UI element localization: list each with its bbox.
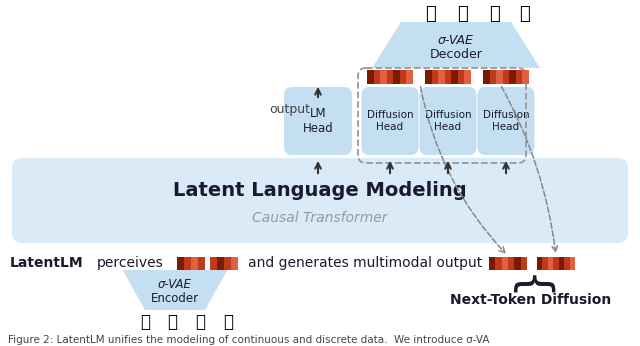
- Text: }: }: [509, 264, 552, 292]
- Text: Latent Language Modeling: Latent Language Modeling: [173, 181, 467, 200]
- Text: output: output: [269, 103, 310, 117]
- Bar: [559, 256, 564, 270]
- Text: Encoder: Encoder: [151, 292, 199, 306]
- Text: LatentLM: LatentLM: [10, 256, 84, 270]
- Text: Diffusion
Head: Diffusion Head: [367, 110, 413, 132]
- Bar: [495, 256, 502, 270]
- Bar: [210, 256, 217, 270]
- Bar: [198, 256, 205, 270]
- Text: Figure 2: LatentLM unifies the modeling of continuous and discrete data.  We int: Figure 2: LatentLM unifies the modeling …: [8, 335, 490, 345]
- Bar: [367, 70, 374, 84]
- Bar: [465, 70, 471, 84]
- Text: Diffusion
Head: Diffusion Head: [425, 110, 471, 132]
- Polygon shape: [372, 22, 540, 68]
- Bar: [217, 256, 224, 270]
- Bar: [387, 70, 394, 84]
- Bar: [458, 70, 465, 84]
- Text: perceives: perceives: [97, 256, 164, 270]
- Bar: [548, 256, 554, 270]
- Text: 🤖: 🤖: [518, 5, 529, 23]
- Bar: [394, 70, 400, 84]
- Bar: [231, 256, 238, 270]
- Bar: [490, 70, 496, 84]
- Bar: [374, 70, 380, 84]
- Text: Decoder: Decoder: [429, 48, 483, 62]
- Bar: [502, 70, 509, 84]
- FancyBboxPatch shape: [284, 87, 352, 155]
- Bar: [564, 256, 570, 270]
- Bar: [191, 256, 198, 270]
- FancyBboxPatch shape: [12, 158, 628, 243]
- Text: 🎬: 🎬: [488, 5, 499, 23]
- Bar: [543, 256, 548, 270]
- Bar: [224, 256, 231, 270]
- Text: LM
Head: LM Head: [303, 107, 333, 135]
- Polygon shape: [122, 270, 227, 310]
- Text: Diffusion
Head: Diffusion Head: [483, 110, 529, 132]
- Bar: [425, 70, 431, 84]
- Text: and generates multimodal output: and generates multimodal output: [248, 256, 483, 270]
- Text: 🔊: 🔊: [140, 313, 150, 331]
- Bar: [380, 70, 387, 84]
- Bar: [570, 256, 575, 270]
- Bar: [400, 70, 406, 84]
- Bar: [483, 70, 490, 84]
- FancyBboxPatch shape: [419, 87, 477, 155]
- Text: 🖼: 🖼: [167, 313, 177, 331]
- Bar: [515, 256, 521, 270]
- Bar: [184, 256, 191, 270]
- Bar: [406, 70, 413, 84]
- Bar: [177, 256, 184, 270]
- Bar: [438, 70, 445, 84]
- Text: 🤖: 🤖: [223, 313, 233, 331]
- FancyBboxPatch shape: [477, 87, 534, 155]
- Text: 🖼: 🖼: [456, 5, 467, 23]
- Bar: [509, 70, 516, 84]
- Text: 🎬: 🎬: [195, 313, 205, 331]
- Bar: [554, 256, 559, 270]
- Text: σ-VAE: σ-VAE: [438, 34, 474, 46]
- Bar: [496, 70, 502, 84]
- Bar: [489, 256, 495, 270]
- Text: 🔊: 🔊: [424, 5, 435, 23]
- Bar: [537, 256, 543, 270]
- Bar: [451, 70, 458, 84]
- Bar: [508, 256, 515, 270]
- Bar: [522, 70, 529, 84]
- Text: σ-VAE: σ-VAE: [158, 279, 192, 291]
- Bar: [516, 70, 522, 84]
- FancyBboxPatch shape: [362, 87, 419, 155]
- Text: Causal Transformer: Causal Transformer: [252, 211, 388, 225]
- Bar: [445, 70, 451, 84]
- Bar: [431, 70, 438, 84]
- Text: Next-Token Diffusion: Next-Token Diffusion: [451, 293, 612, 307]
- Bar: [502, 256, 508, 270]
- Bar: [521, 256, 527, 270]
